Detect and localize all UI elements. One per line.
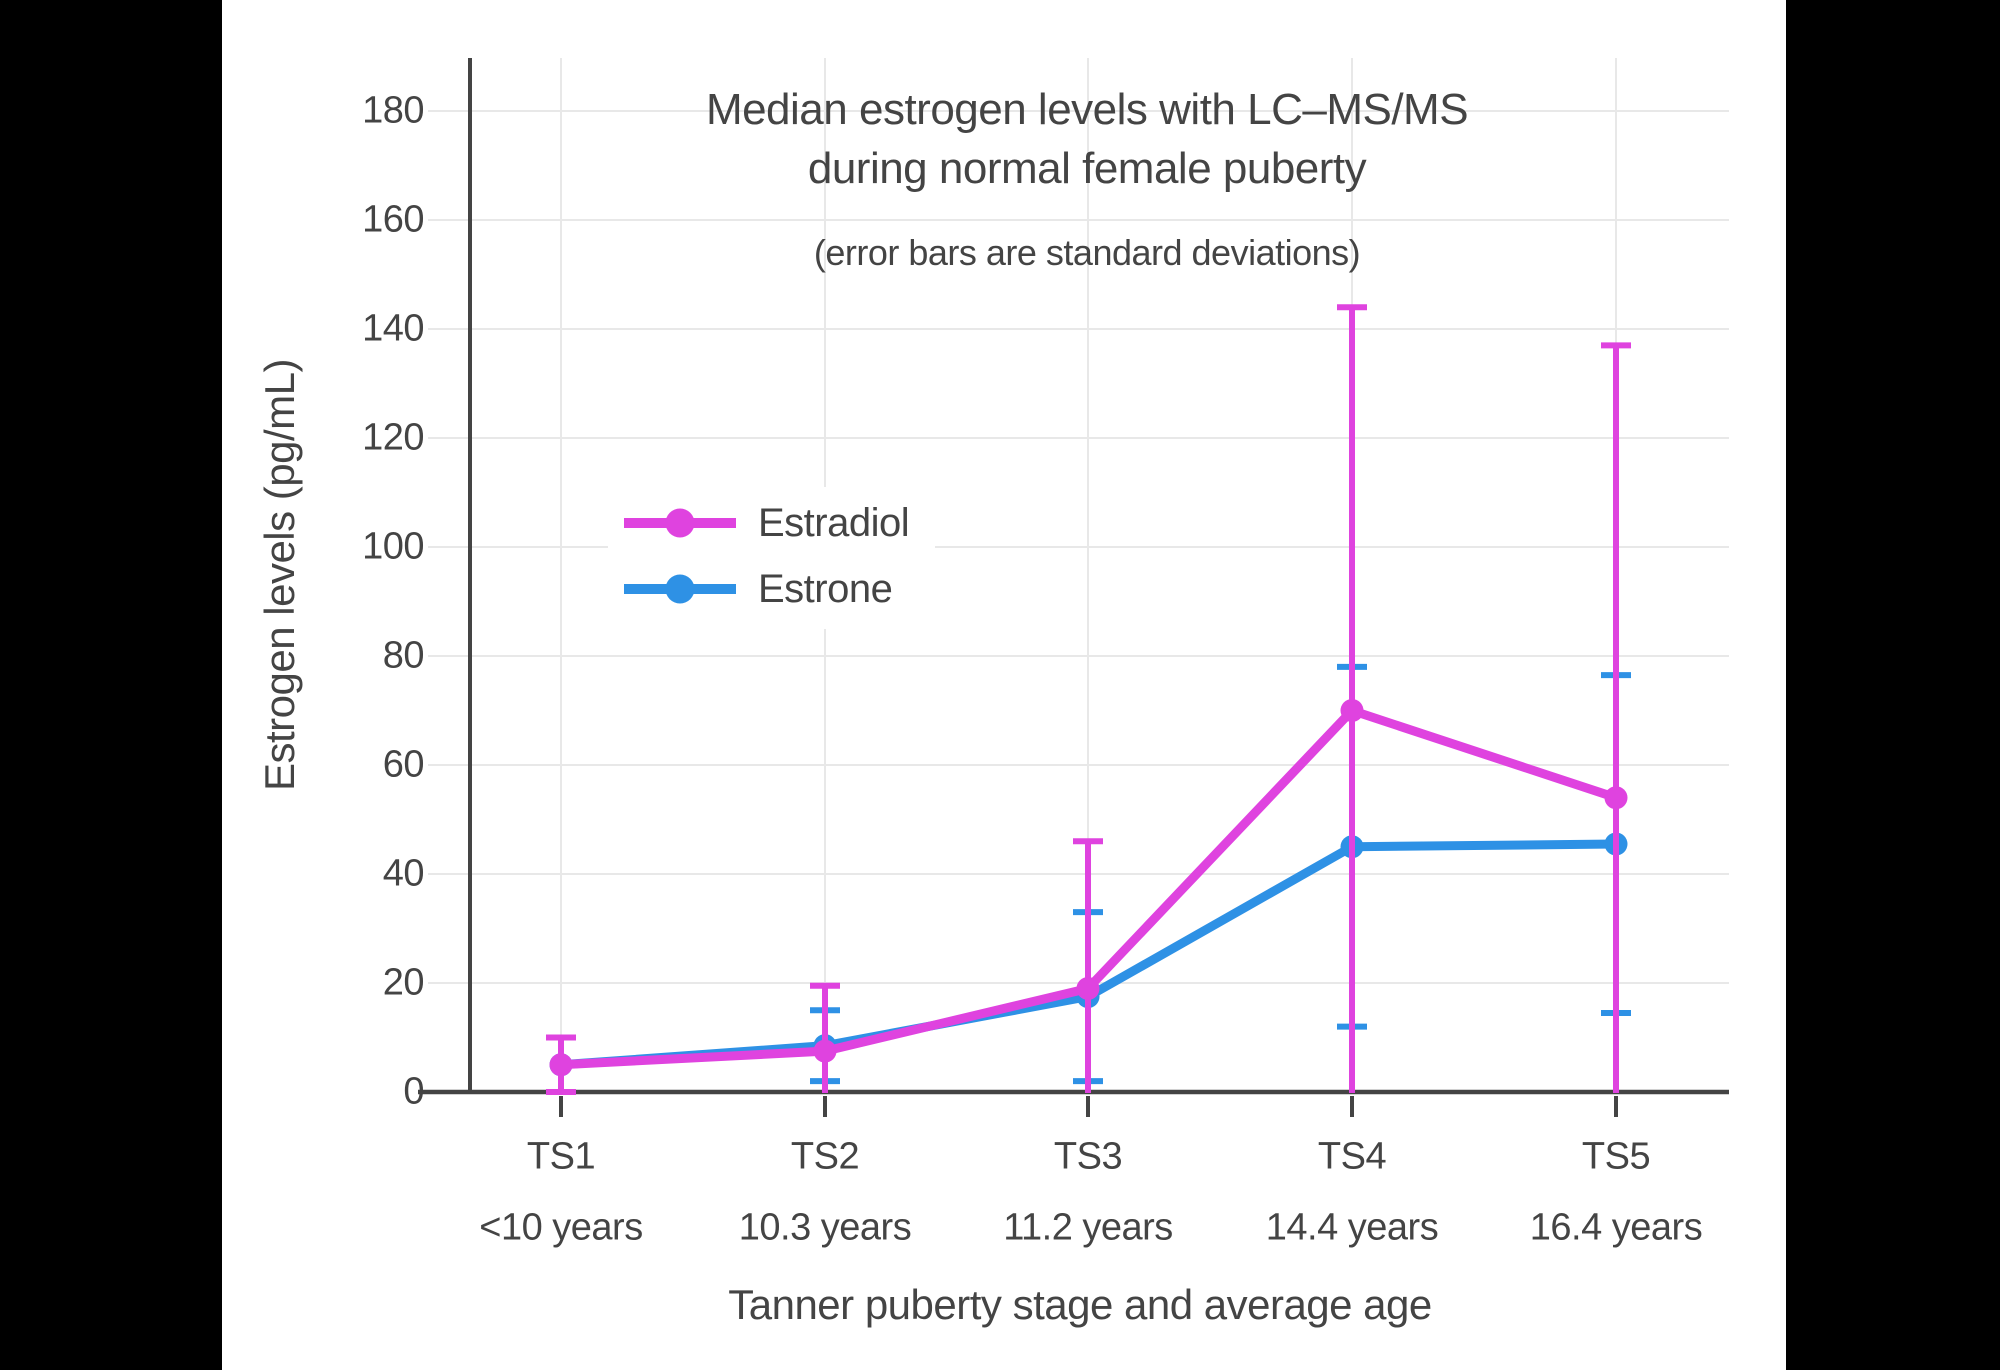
marker-estradiol-TS2 — [813, 1039, 837, 1063]
chart-title-line2: during normal female puberty — [807, 144, 1367, 193]
marker-estradiol-TS4 — [1340, 699, 1364, 722]
estradiol-line-marker-icon — [624, 508, 736, 538]
marker-estradiol-TS3 — [1076, 976, 1100, 1000]
chart-title-line1: Median estrogen levels with LC–MS/MS — [705, 85, 1469, 134]
estrone-line-marker-icon — [624, 574, 736, 604]
marker-estradiol-TS1 — [549, 1053, 573, 1077]
chart-canvas — [222, 0, 1786, 1370]
legend-item-estradiol[interactable]: Estradiol — [622, 497, 910, 549]
left-letterbox — [0, 0, 222, 1370]
x-axis-title: Tanner puberty stage and average age — [728, 1281, 1432, 1328]
legend-item-estrone[interactable]: Estrone — [622, 563, 909, 615]
marker-estradiol-TS5 — [1604, 786, 1628, 810]
chart-subtitle: (error bars are standard deviations) — [813, 232, 1361, 273]
y-axis-title: Estrogen levels (pg/mL) — [256, 358, 303, 792]
legend-label-estradiol: Estradiol — [758, 500, 910, 545]
legend: Estradiol Estrone — [608, 487, 936, 629]
legend-label-estrone: Estrone — [758, 566, 893, 611]
right-letterbox — [1786, 0, 2000, 1370]
